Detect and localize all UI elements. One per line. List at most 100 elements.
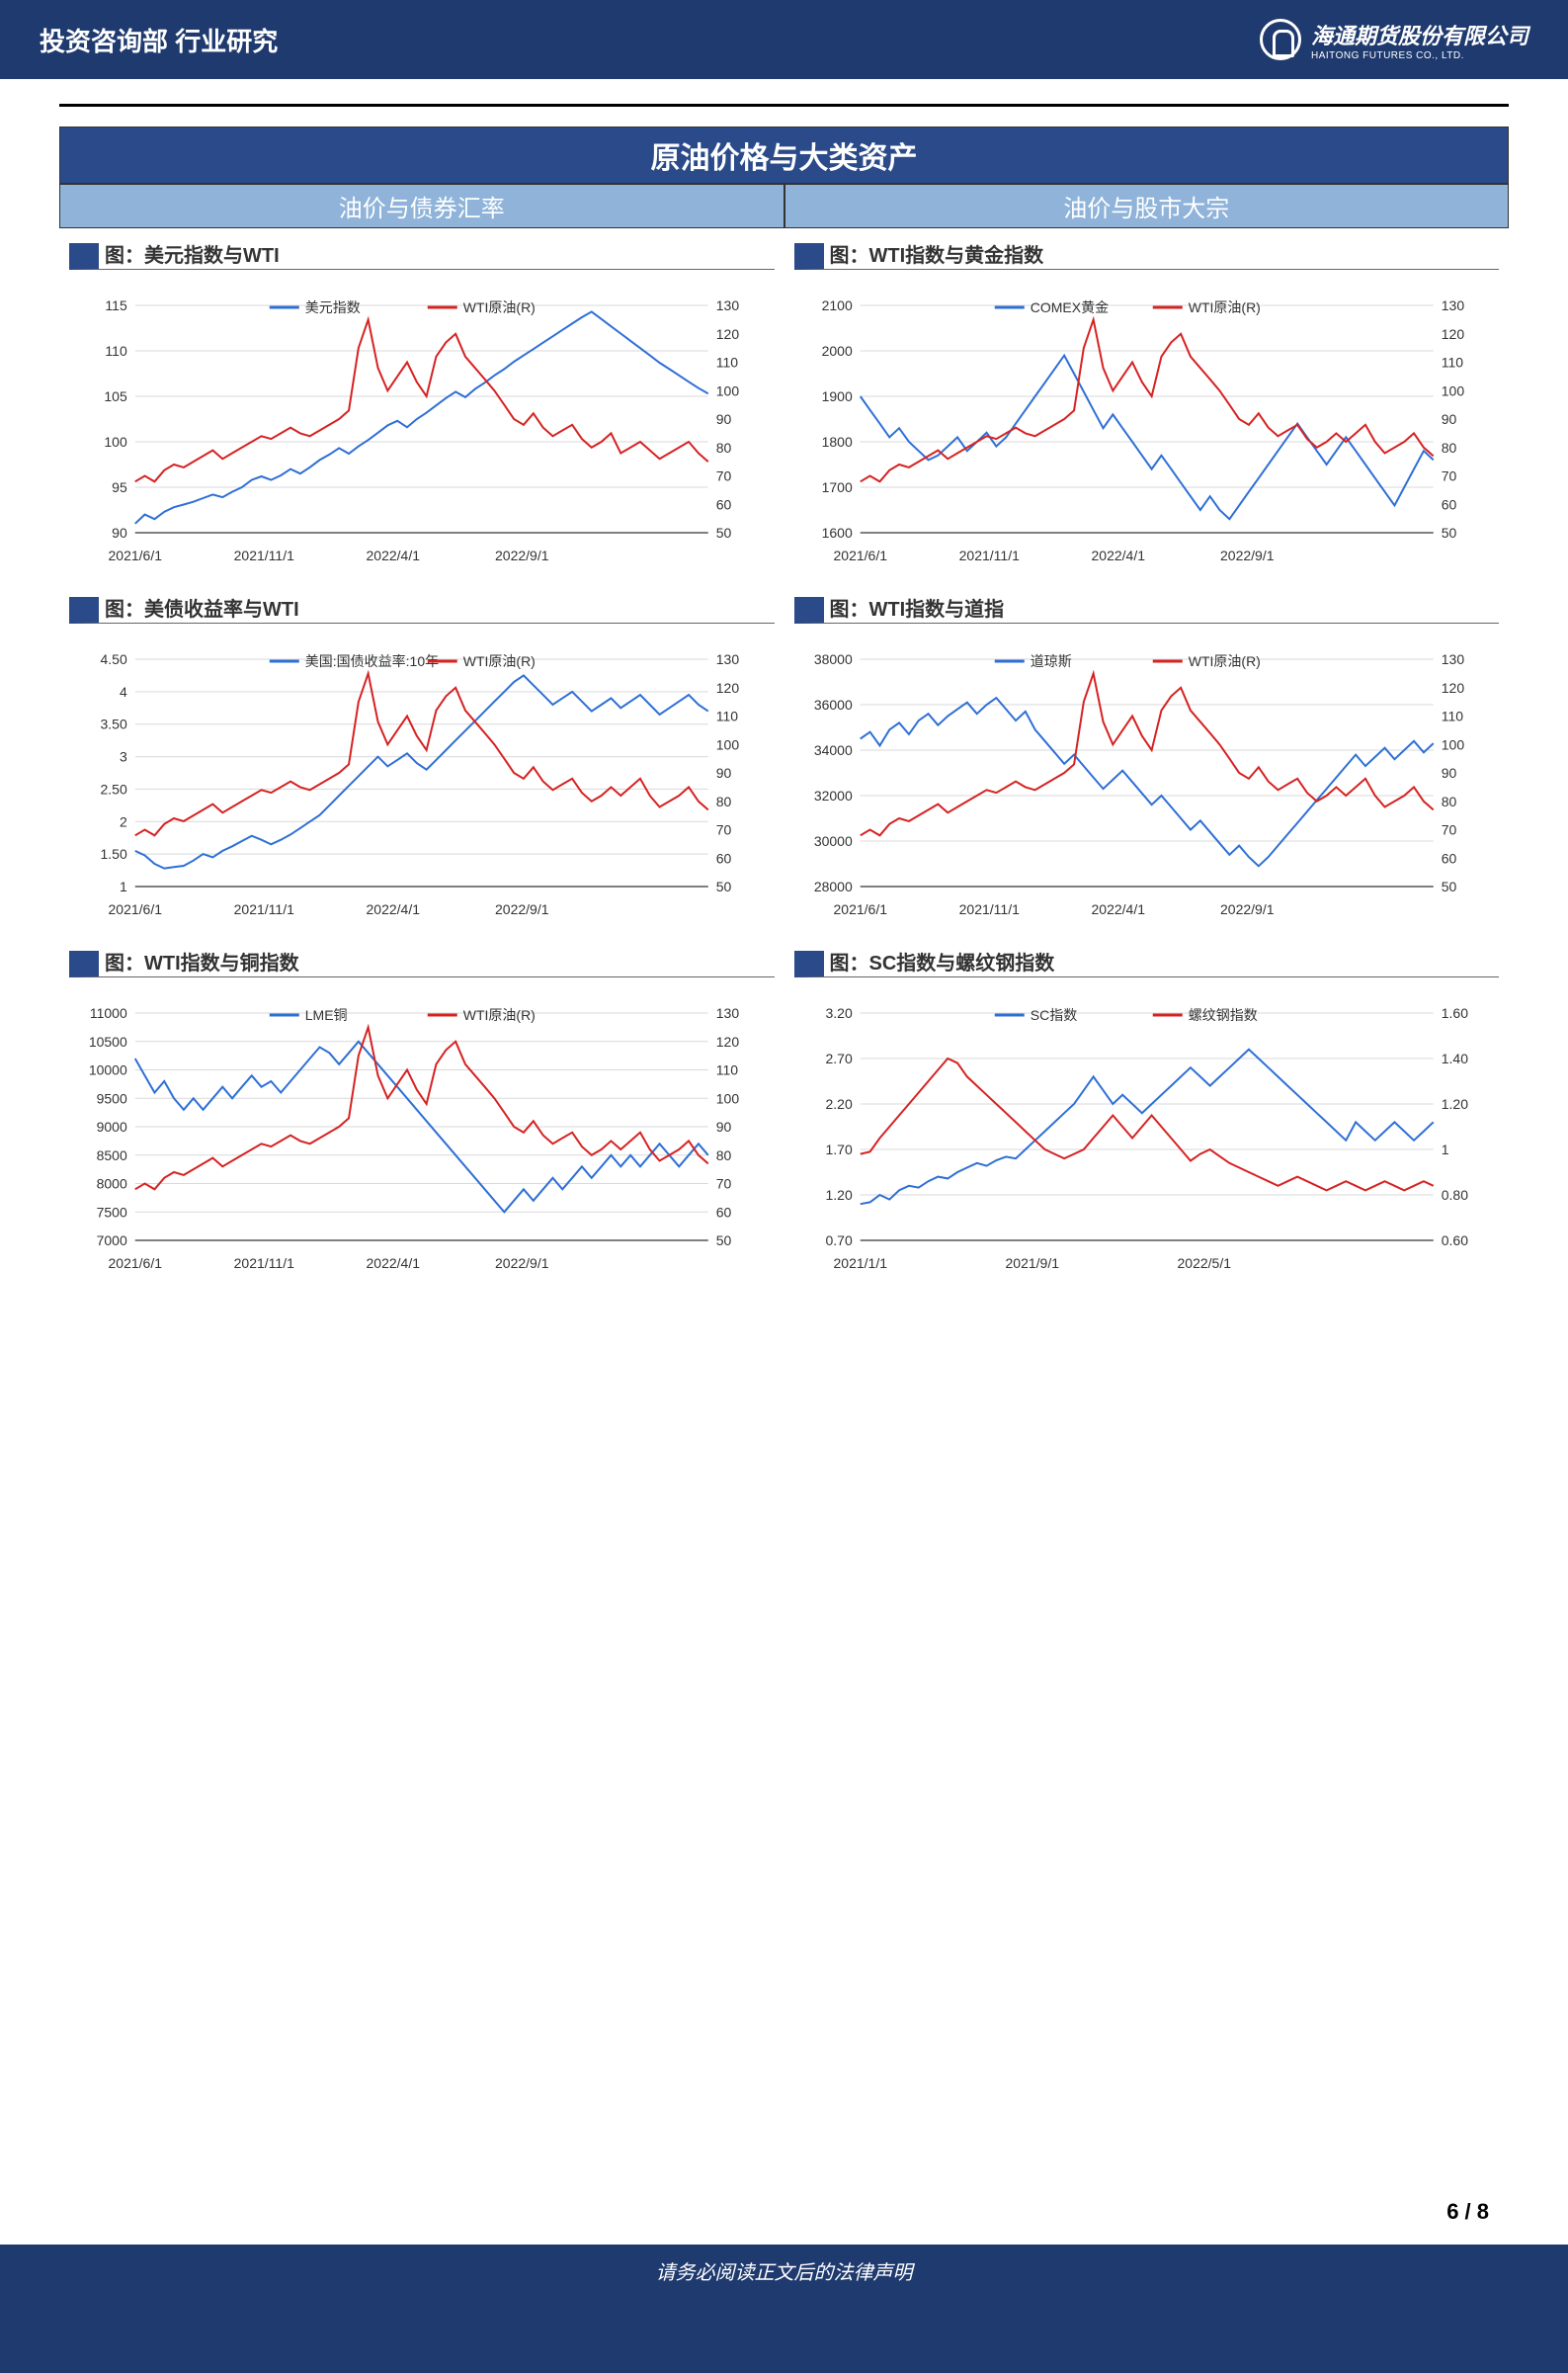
svg-text:7000: 7000: [97, 1232, 127, 1248]
svg-text:2100: 2100: [821, 297, 852, 313]
svg-text:2000: 2000: [821, 343, 852, 359]
svg-text:0.70: 0.70: [825, 1232, 852, 1248]
svg-text:10500: 10500: [89, 1034, 127, 1050]
series-right: [860, 319, 1433, 481]
svg-text:1.60: 1.60: [1441, 1005, 1467, 1021]
svg-text:3.50: 3.50: [101, 717, 127, 732]
series-right: [135, 673, 708, 835]
svg-text:60: 60: [716, 850, 732, 866]
department-label: 投资咨询部 行业研究: [40, 22, 278, 58]
svg-text:38000: 38000: [813, 651, 852, 667]
svg-text:34000: 34000: [813, 742, 852, 758]
svg-text:LME铜: LME铜: [305, 1007, 348, 1023]
svg-text:70: 70: [1441, 468, 1456, 484]
svg-text:11000: 11000: [90, 1005, 127, 1021]
line-chart: 1600170018001900200021005060708090100110…: [794, 276, 1500, 572]
svg-text:7500: 7500: [97, 1204, 127, 1220]
footer-band: 请务必阅读正文后的法律声明: [0, 2245, 1568, 2373]
svg-text:100: 100: [716, 382, 740, 398]
svg-text:1.70: 1.70: [825, 1142, 852, 1157]
svg-text:90: 90: [716, 1119, 732, 1135]
svg-text:2022/9/1: 2022/9/1: [1220, 901, 1275, 917]
svg-text:美元指数: 美元指数: [305, 299, 361, 315]
chart-cell: 图：SC指数与螺纹钢指数0.701.201.702.202.703.200.60…: [784, 936, 1510, 1290]
svg-text:2: 2: [120, 813, 127, 829]
svg-text:WTI原油(R): WTI原油(R): [1188, 299, 1260, 315]
series-left: [860, 356, 1433, 520]
svg-text:2021/6/1: 2021/6/1: [833, 548, 887, 563]
svg-text:1.20: 1.20: [1441, 1096, 1467, 1112]
svg-text:2.50: 2.50: [101, 781, 127, 797]
series-right: [860, 1059, 1433, 1190]
svg-text:90: 90: [1441, 411, 1456, 427]
svg-text:9500: 9500: [97, 1090, 127, 1106]
svg-text:110: 110: [716, 709, 739, 724]
svg-text:2021/1/1: 2021/1/1: [833, 1255, 887, 1271]
series-left: [860, 1050, 1433, 1204]
series-right: [860, 673, 1433, 835]
line-chart: 9095100105110115506070809010011012013020…: [69, 276, 775, 572]
svg-text:70: 70: [716, 468, 732, 484]
svg-text:60: 60: [1441, 850, 1456, 866]
svg-text:1800: 1800: [821, 434, 852, 450]
svg-text:70: 70: [716, 1176, 732, 1192]
svg-text:2021/6/1: 2021/6/1: [833, 901, 887, 917]
section-title: 原油价格与大类资产: [59, 127, 1509, 184]
svg-text:1600: 1600: [821, 525, 852, 541]
svg-text:2021/11/1: 2021/11/1: [234, 548, 294, 563]
svg-text:2022/4/1: 2022/4/1: [1091, 548, 1145, 563]
chart-grid: 图：美元指数与WTI909510010511011550607080901001…: [59, 228, 1509, 1290]
svg-text:36000: 36000: [813, 697, 852, 713]
svg-text:130: 130: [1441, 651, 1464, 667]
svg-text:1.20: 1.20: [825, 1187, 852, 1203]
svg-text:螺纹钢指数: 螺纹钢指数: [1188, 1007, 1257, 1023]
svg-text:2022/9/1: 2022/9/1: [1220, 548, 1275, 563]
chart-cell: 图：美元指数与WTI909510010511011550607080901001…: [59, 228, 784, 582]
svg-text:2021/11/1: 2021/11/1: [234, 901, 294, 917]
svg-text:120: 120: [716, 680, 740, 696]
svg-text:3: 3: [120, 749, 127, 765]
svg-text:10000: 10000: [89, 1062, 127, 1078]
svg-text:70: 70: [716, 822, 732, 838]
svg-text:2022/9/1: 2022/9/1: [495, 548, 549, 563]
svg-text:100: 100: [1441, 736, 1464, 752]
svg-text:9000: 9000: [97, 1119, 127, 1135]
svg-text:2.70: 2.70: [825, 1051, 852, 1066]
series-left: [135, 675, 708, 868]
svg-text:28000: 28000: [813, 879, 852, 894]
svg-text:2021/11/1: 2021/11/1: [958, 548, 1019, 563]
svg-text:130: 130: [716, 1005, 740, 1021]
svg-text:2022/9/1: 2022/9/1: [495, 901, 549, 917]
svg-text:80: 80: [716, 794, 732, 809]
svg-text:2.20: 2.20: [825, 1096, 852, 1112]
svg-text:WTI原油(R): WTI原油(R): [463, 1007, 536, 1023]
line-chart: 11.5022.5033.5044.5050607080901001101201…: [69, 630, 775, 926]
chart-cell: 图：WTI指数与黄金指数1600170018001900200021005060…: [784, 228, 1510, 582]
svg-text:120: 120: [1441, 680, 1464, 696]
chart-title: 图：WTI指数与道指: [794, 597, 1500, 624]
svg-text:1: 1: [1441, 1142, 1448, 1157]
svg-text:1700: 1700: [821, 479, 852, 495]
chart-title: 图：WTI指数与铜指数: [69, 951, 775, 977]
chart-title: 图：SC指数与螺纹钢指数: [794, 951, 1500, 977]
svg-text:120: 120: [716, 1034, 740, 1050]
svg-text:1900: 1900: [821, 388, 852, 404]
series-right: [135, 319, 708, 481]
svg-text:30000: 30000: [813, 833, 852, 849]
svg-text:100: 100: [1441, 382, 1464, 398]
svg-text:100: 100: [716, 736, 740, 752]
subhead-left: 油价与债券汇率: [59, 184, 784, 228]
brand-en: HAITONG FUTURES CO., LTD.: [1311, 50, 1528, 61]
svg-text:90: 90: [716, 765, 732, 781]
svg-text:60: 60: [716, 496, 732, 512]
svg-text:120: 120: [1441, 326, 1464, 342]
disclaimer: 请务必阅读正文后的法律声明: [0, 2245, 1568, 2285]
svg-text:110: 110: [1441, 355, 1463, 371]
svg-text:110: 110: [1441, 709, 1463, 724]
svg-text:0.60: 0.60: [1441, 1232, 1467, 1248]
svg-text:1.40: 1.40: [1441, 1051, 1467, 1066]
svg-text:1.50: 1.50: [101, 846, 127, 862]
svg-text:WTI原油(R): WTI原油(R): [463, 653, 536, 669]
svg-text:60: 60: [716, 1204, 732, 1220]
svg-text:80: 80: [716, 440, 732, 456]
